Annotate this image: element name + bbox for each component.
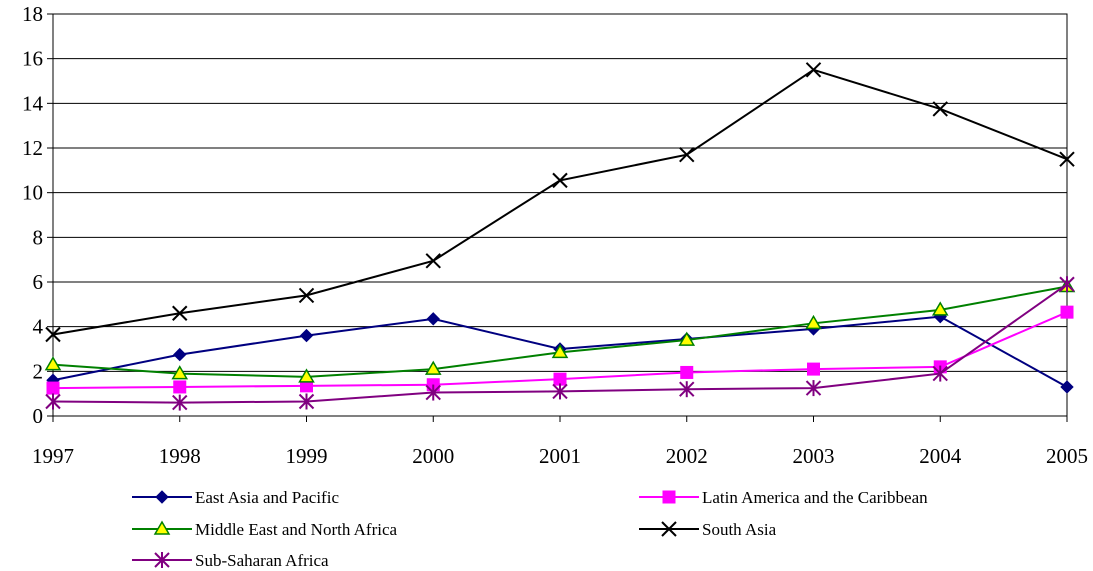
data-point-south-asia-2003 <box>805 62 822 78</box>
data-point-east-asia-and-pacific-2005 <box>1060 380 1074 394</box>
series-line-south-asia <box>52 68 1068 336</box>
data-point-middle-east-and-north-africa-1998 <box>171 365 189 380</box>
legend-marker <box>154 552 170 568</box>
x-tick-label: 2005 <box>1046 444 1088 468</box>
legend-label: South Asia <box>702 520 777 539</box>
data-point-sub-saharan-africa-2004 <box>932 365 948 382</box>
legend-label: Latin America and the Caribbean <box>702 488 928 507</box>
x-tick-label: 2003 <box>793 444 835 468</box>
data-point-sub-saharan-africa-2000 <box>425 384 441 401</box>
y-tick-label: 6 <box>33 270 44 294</box>
data-point-sub-saharan-africa-2003 <box>805 380 822 397</box>
marker-stroke <box>805 62 822 78</box>
series-sub-saharan-africa <box>45 276 1075 411</box>
marker-stroke <box>552 172 568 189</box>
legend-item-south-asia: South Asia <box>639 520 777 539</box>
legend-item-middle-east-and-north-africa: Middle East and North Africa <box>132 520 398 539</box>
y-tick-label: 4 <box>33 315 44 339</box>
data-point-south-asia-2001 <box>552 172 568 189</box>
legend-label: Middle East and North Africa <box>195 520 398 539</box>
x-tick-label: 2000 <box>412 444 454 468</box>
data-point-east-asia-and-pacific-1999 <box>299 328 314 343</box>
data-point-sub-saharan-africa-1998 <box>172 394 188 411</box>
data-point-middle-east-and-north-africa-1997 <box>44 356 62 371</box>
data-point-middle-east-and-north-africa-1999 <box>298 368 315 383</box>
legend-item-east-asia-and-pacific: East Asia and Pacific <box>132 488 339 507</box>
data-point-sub-saharan-africa-2005 <box>1059 276 1075 293</box>
data-point-middle-east-and-north-africa-2001 <box>551 343 569 359</box>
marker-stroke <box>45 326 61 343</box>
legend-label: Sub-Saharan Africa <box>195 551 329 570</box>
y-tick-label: 16 <box>22 47 43 71</box>
data-point-east-asia-and-pacific-2000 <box>426 312 440 326</box>
marker-stroke <box>679 146 695 163</box>
series-line-middle-east-and-north-africa <box>52 285 1068 378</box>
data-point-sub-saharan-africa-1997 <box>45 393 61 410</box>
data-point-middle-east-and-north-africa-2000 <box>424 360 442 375</box>
data-point-latin-america-and-the-caribbean-1998 <box>173 380 187 394</box>
marker-stroke <box>661 521 677 537</box>
data-point-latin-america-and-the-caribbean-2003 <box>807 362 820 376</box>
data-point-south-asia-1997 <box>45 326 61 343</box>
marker-stroke <box>172 305 188 321</box>
x-tick-label: 1999 <box>286 444 328 468</box>
data-point-latin-america-and-the-caribbean-1997 <box>46 381 60 395</box>
y-tick-label: 0 <box>33 404 44 428</box>
data-point-middle-east-and-north-africa-2003 <box>805 314 822 330</box>
marker-stroke <box>425 253 441 269</box>
legend-marker <box>155 490 169 504</box>
data-point-south-asia-1998 <box>172 305 188 321</box>
data-point-middle-east-and-north-africa-2004 <box>931 301 949 316</box>
y-tick-label: 12 <box>22 136 43 160</box>
x-tick-label: 1998 <box>159 444 201 468</box>
marker-stroke <box>932 101 948 117</box>
data-point-south-asia-2005 <box>1059 151 1075 167</box>
legend-item-latin-america-and-the-caribbean: Latin America and the Caribbean <box>639 488 928 507</box>
data-point-latin-america-and-the-caribbean-2002 <box>680 365 694 379</box>
data-point-south-asia-2004 <box>932 101 948 117</box>
gridlines <box>53 13 1067 372</box>
axes: 0 2 4 6 8 10 12 14 16 18 1997 1998 1999 2000 2001 2002 2… <box>22 2 1088 468</box>
data-point-sub-saharan-africa-2002 <box>679 381 695 398</box>
data-point-south-asia-2002 <box>679 146 695 163</box>
series-latin-america-and-the-caribbean <box>46 305 1074 395</box>
x-tick-label: 2002 <box>666 444 708 468</box>
legend-marker <box>662 490 676 504</box>
data-point-south-asia-1999 <box>298 287 315 304</box>
y-tick-label: 10 <box>22 181 43 205</box>
legend: East Asia and Pacific Latin America and t… <box>132 488 928 570</box>
data-point-sub-saharan-africa-1999 <box>298 393 315 410</box>
series-middle-east-and-north-africa <box>44 277 1076 383</box>
y-tick-label: 2 <box>33 359 44 383</box>
legend-marker <box>661 521 677 537</box>
data-point-south-asia-2000 <box>425 253 441 269</box>
y-tick-label: 18 <box>22 2 43 26</box>
legend-marker <box>153 520 171 535</box>
marker-stroke <box>298 287 315 304</box>
data-point-east-asia-and-pacific-1998 <box>173 347 187 362</box>
legend-label: East Asia and Pacific <box>195 488 339 507</box>
data-point-sub-saharan-africa-2001 <box>552 383 568 400</box>
series-lines <box>44 62 1076 411</box>
x-tick-label: 2004 <box>919 444 962 468</box>
y-tick-label: 8 <box>33 225 44 249</box>
data-point-latin-america-and-the-caribbean-2005 <box>1060 305 1074 319</box>
legend-item-sub-saharan-africa: Sub-Saharan Africa <box>132 551 329 570</box>
x-tick-label: 2001 <box>539 444 581 468</box>
series-south-asia <box>45 62 1075 343</box>
marker-stroke <box>1059 151 1075 167</box>
x-tick-label: 1997 <box>32 444 74 468</box>
data-point-middle-east-and-north-africa-2002 <box>678 331 696 346</box>
y-tick-label: 14 <box>22 91 44 115</box>
data-point-latin-america-and-the-caribbean-2001 <box>553 372 567 386</box>
